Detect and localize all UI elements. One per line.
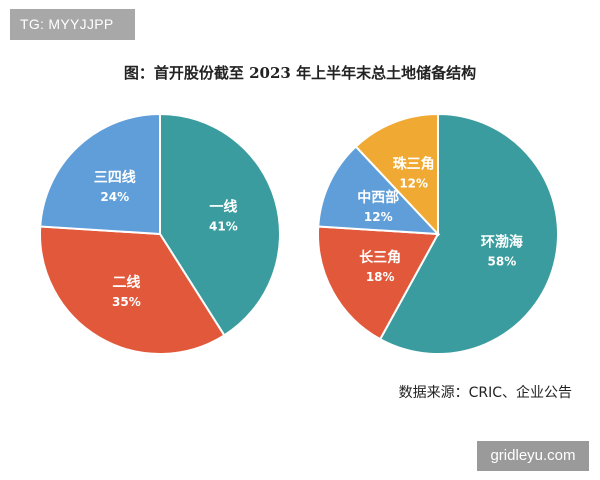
slice-value-1-0: 58% — [488, 254, 517, 268]
slice-value-1-3: 12% — [399, 177, 428, 191]
slice-value-1-1: 18% — [366, 270, 395, 284]
slice-value-0-2: 24% — [100, 190, 129, 204]
slice-value-0-0: 41% — [209, 220, 238, 234]
pie-slice-1-2 — [317, 145, 441, 236]
pie-slice-1-3 — [354, 112, 439, 237]
chart-title: 图：首开股份截至 2023 年上半年末总土地储备结构 — [123, 64, 477, 82]
site-watermark: gridleyu.com — [477, 441, 589, 471]
data-source-note: 数据来源：CRIC、企业公告 — [398, 385, 572, 401]
pie-slice-1-0 — [378, 112, 559, 355]
pie-slice-1-1 — [317, 225, 440, 341]
pie-slice-0-2 — [39, 112, 161, 236]
slice-label-1-0: 环渤海 — [481, 233, 523, 250]
slice-label-0-1: 二线 — [112, 274, 140, 291]
slice-label-1-2: 中西部 — [357, 189, 399, 206]
slice-label-0-0: 一线 — [209, 199, 237, 216]
slice-label-1-3: 珠三角 — [393, 156, 435, 173]
slice-value-0-1: 35% — [112, 295, 141, 309]
telegram-badge: TG: MYYJJPP — [10, 9, 135, 40]
pie-slice-0-1 — [39, 225, 226, 355]
pie-chart-city-tier: 一线 41% 二线 35% 三四线 24% — [39, 112, 281, 355]
slice-label-1-1: 长三角 — [359, 249, 401, 266]
slice-label-0-2: 三四线 — [94, 169, 136, 186]
slice-value-1-2: 12% — [364, 210, 393, 224]
